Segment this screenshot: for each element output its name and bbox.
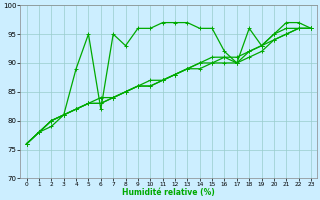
X-axis label: Humidité relative (%): Humidité relative (%) [123,188,215,197]
